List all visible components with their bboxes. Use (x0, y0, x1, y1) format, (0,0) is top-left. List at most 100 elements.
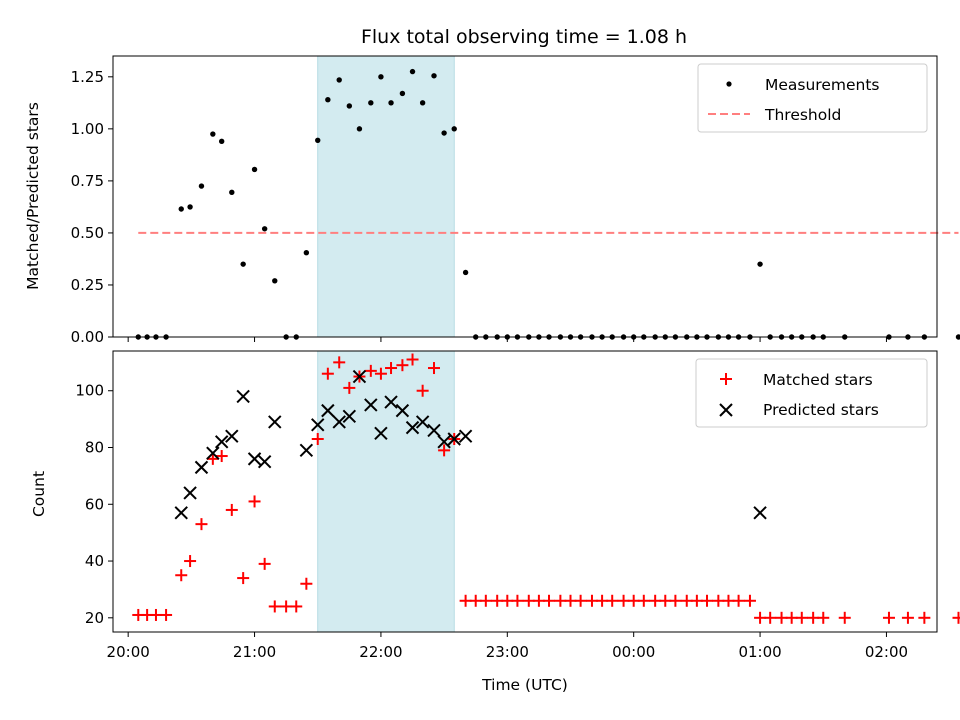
predicted-star-point (194, 460, 209, 475)
predicted-star-point (247, 452, 262, 466)
matched-star-point (333, 356, 346, 369)
bottom-plot-frame (112, 350, 938, 633)
matched-star-point (300, 577, 313, 590)
predicted-star-point (437, 435, 451, 449)
matched-star-point (554, 594, 567, 607)
measurement-point (346, 103, 353, 109)
predicted-star-point (257, 454, 272, 469)
measurement-point (229, 189, 235, 196)
matched-star-point (807, 611, 820, 624)
legend-threshold-label: Threshold (764, 106, 841, 124)
legend-matched-marker (720, 373, 732, 385)
matched-star-point (321, 367, 334, 380)
matched-star-point (649, 594, 662, 607)
legend-matched-label: Matched stars (763, 371, 873, 389)
matched-star-point (532, 594, 545, 607)
matched-star-point (184, 555, 197, 568)
predicted-star-point (299, 443, 314, 458)
predicted-star-point (214, 435, 229, 449)
top-ytick-label: 0.75 (71, 172, 104, 190)
bottom-shaded-interval (317, 350, 455, 633)
matched-star-point (795, 611, 808, 624)
matched-star-point (479, 594, 492, 607)
predicted-star-point (225, 429, 239, 443)
matched-star-point (311, 432, 324, 445)
top-legend: Measurements Threshold (697, 63, 928, 133)
measurement-point (218, 138, 225, 145)
predicted-star-point (364, 398, 378, 412)
matched-star-point (543, 594, 556, 607)
predicted-star-point (332, 415, 346, 429)
predicted-star-point (405, 420, 420, 435)
legend-predicted-label: Predicted stars (763, 401, 879, 419)
measurement-point (451, 126, 457, 132)
legend-predicted-marker (719, 403, 733, 417)
matched-star-point (838, 611, 851, 624)
matched-star-point (195, 518, 208, 531)
matched-star-point (722, 594, 735, 607)
bottom-y-axis-ticks: 20 40 60 80 100 (75, 382, 113, 627)
matched-star-point (416, 384, 429, 397)
predicted-star-point (268, 415, 282, 429)
predicted-star-point (174, 506, 188, 520)
matched-star-point (206, 452, 219, 465)
matched-star-point (428, 362, 441, 375)
bottom-panel: 20 40 60 80 100 20:00 21:00 22:00 23:00 00:00 01:… (30, 350, 960, 694)
predicted-star-point (183, 486, 197, 500)
measurement-point (178, 206, 184, 212)
bottom-xtick-label: 22:00 (359, 643, 402, 661)
matched-star-point (754, 611, 767, 624)
bottom-ytick-label: 60 (85, 495, 104, 513)
matched-star-point (585, 594, 598, 607)
measurement-point (187, 204, 193, 210)
measurement-point (261, 226, 268, 232)
matched-star-point (258, 557, 271, 570)
legend-measurements-label: Measurements (765, 76, 880, 94)
matched-star-point (564, 594, 577, 607)
matched-star-point (743, 594, 756, 607)
bottom-ytick-label: 40 (85, 552, 104, 570)
matched-star-point (268, 600, 281, 613)
matched-star-point (627, 594, 640, 607)
predicted-star-point (321, 403, 335, 418)
matched-star-point (149, 608, 162, 621)
predicted-star-point (458, 429, 473, 443)
matched-star-point (901, 611, 914, 624)
matched-star-point (501, 594, 514, 607)
measurement-point (409, 68, 416, 75)
matched-star-point (248, 495, 261, 508)
measurement-point (325, 97, 331, 103)
matched-star-point (215, 450, 228, 463)
matched-star-point (712, 594, 725, 607)
matched-star-point (491, 594, 504, 607)
measurement-point (378, 74, 384, 80)
matched-star-point (669, 594, 682, 607)
matched-star-point (882, 611, 895, 624)
predicted-star-point (311, 418, 325, 432)
measurement-point (210, 131, 216, 137)
predicted-star-point (384, 395, 398, 409)
bottom-legend: Matched stars Predicted stars (695, 358, 928, 428)
bottom-ytick-label: 20 (85, 609, 104, 627)
bottom-y-axis-label: Count (30, 471, 48, 517)
measurement-point (399, 90, 406, 97)
top-plot-frame (112, 55, 938, 338)
matched-star-point (511, 594, 524, 607)
measurement-points (135, 68, 960, 340)
matched-star-point (469, 594, 482, 607)
measurement-point (441, 130, 447, 136)
bottom-xtick-label: 00:00 (612, 643, 655, 661)
top-y-axis-label: Matched/Predicted stars (24, 102, 42, 290)
matched-star-point (459, 594, 472, 607)
matched-star-point (785, 611, 798, 624)
matched-star-point (690, 594, 703, 607)
bottom-x-axis-ticks: 20:00 21:00 22:00 23:00 00:00 01:00 02:00 (107, 632, 908, 661)
matched-star-point (396, 359, 409, 372)
matched-star-point (225, 503, 238, 516)
matched-star-point (606, 594, 619, 607)
top-ytick-label: 0.25 (71, 276, 104, 294)
top-y-axis-ticks: 0.00 0.25 0.50 0.75 1.00 1.25 (71, 68, 113, 346)
predicted-stars-points (174, 369, 767, 520)
matched-star-point (637, 594, 650, 607)
predicted-star-point (415, 415, 430, 429)
